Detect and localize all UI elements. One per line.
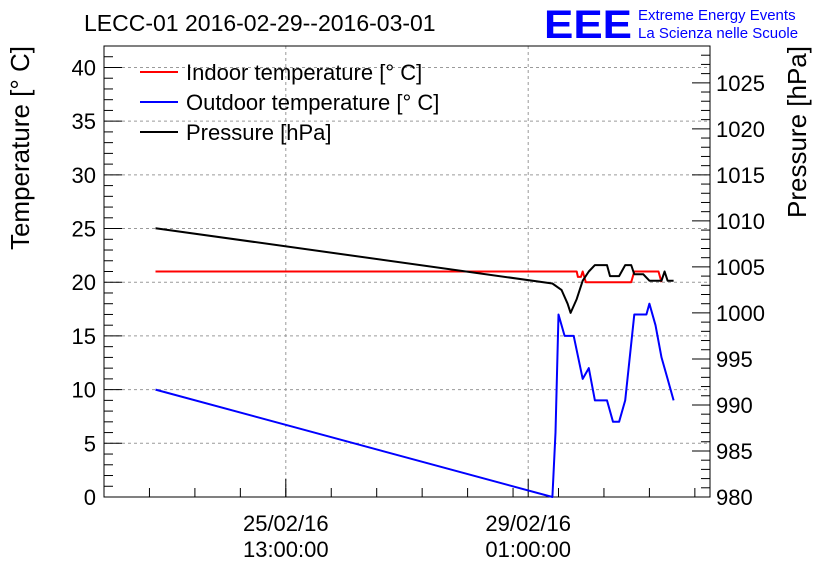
y-tick-label-right: 995 <box>716 347 753 372</box>
series-line <box>155 227 674 314</box>
y-tick-label-left: 25 <box>72 217 96 242</box>
legend: Indoor temperature [° C] Outdoor temperat… <box>140 60 439 145</box>
y-tick-label-left: 40 <box>72 55 96 80</box>
y-tick-label-left: 0 <box>84 485 96 510</box>
chart-title: LECC-01 2016-02-29--2016-03-01 <box>84 10 436 36</box>
eee-logo: EEE Extreme Energy Events La Scienza nel… <box>544 3 798 47</box>
y-tick-label-right: 1020 <box>716 117 765 142</box>
series-line <box>155 302 675 498</box>
y-tick-label-right: 985 <box>716 439 753 464</box>
y-tick-label-right: 980 <box>716 485 753 510</box>
y-tick-label-left: 35 <box>72 109 96 134</box>
y-axis-label-left: Temperature [° C] <box>5 46 35 250</box>
axes: 0510152025303540980985990995100010051010… <box>72 45 765 562</box>
y-tick-label-right: 1000 <box>716 301 765 326</box>
y-tick-label-left: 15 <box>72 324 96 349</box>
y-tick-label-left: 30 <box>72 163 96 188</box>
eee-logo-line1: Extreme Energy Events <box>638 7 796 24</box>
y-tick-label-left: 10 <box>72 378 96 403</box>
eee-logo-line2: La Scienza nelle Scuole <box>638 25 798 42</box>
y-tick-label-right: 1010 <box>716 209 765 234</box>
x-tick-label-time: 01:00:00 <box>485 537 571 562</box>
x-tick-label-date: 25/02/16 <box>243 511 329 536</box>
y-tick-label-left: 5 <box>84 431 96 456</box>
eee-logo-mark: EEE <box>544 3 632 47</box>
x-tick-label-time: 13:00:00 <box>243 537 329 562</box>
y-tick-label-right: 990 <box>716 393 753 418</box>
y-tick-label-right: 1025 <box>716 71 765 96</box>
y-tick-label-right: 1015 <box>716 163 765 188</box>
y-tick-label-right: 1005 <box>716 255 765 280</box>
y-tick-label-left: 20 <box>72 270 96 295</box>
legend-label: Indoor temperature [° C] <box>186 60 422 85</box>
x-tick-label-date: 29/02/16 <box>485 511 571 536</box>
y-axis-label-right: Pressure [hPa] <box>782 46 812 218</box>
legend-label: Outdoor temperature [° C] <box>186 90 439 115</box>
series-lines <box>155 227 675 498</box>
legend-label: Pressure [hPa] <box>186 120 332 145</box>
